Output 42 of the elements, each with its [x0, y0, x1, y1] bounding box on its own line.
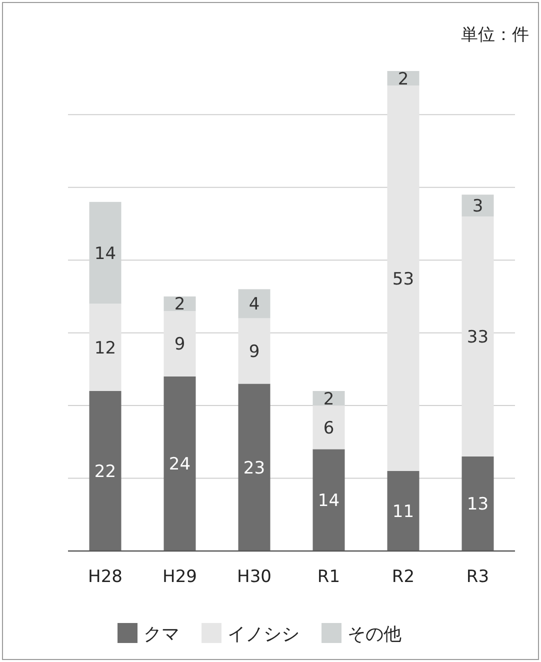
data-label: 53 — [392, 269, 414, 290]
data-label: 12 — [94, 338, 116, 358]
x-tick-label: R1 — [317, 567, 340, 587]
x-tick-label: H29 — [162, 567, 197, 587]
data-label: 3 — [472, 196, 484, 217]
bar — [238, 318, 270, 384]
bar — [387, 471, 420, 551]
bar — [462, 216, 494, 456]
bar — [387, 86, 420, 471]
data-label: 6 — [323, 418, 334, 438]
data-label: 9 — [174, 334, 186, 355]
data-label: 2 — [174, 294, 186, 315]
bar — [164, 311, 196, 376]
data-label: 11 — [392, 502, 414, 522]
bar — [238, 384, 270, 551]
data-label: 14 — [318, 491, 340, 512]
data-label: 24 — [168, 454, 191, 475]
bar — [312, 406, 345, 450]
data-label: 33 — [466, 327, 489, 348]
x-tick-label: R3 — [466, 567, 490, 587]
data-label: 14 — [94, 244, 116, 264]
legend-label: イノシシ — [228, 624, 300, 645]
data-label: 23 — [243, 458, 266, 478]
bar — [462, 194, 494, 216]
x-tick-label: H30 — [237, 567, 272, 587]
x-tick-label: H28 — [88, 567, 122, 587]
x-tick-label: R2 — [392, 567, 415, 587]
text: 単位：件 — [461, 25, 529, 45]
bar — [238, 289, 270, 318]
data-label: 9 — [248, 342, 260, 362]
data-label: 2 — [398, 69, 409, 90]
data-label: 13 — [466, 494, 489, 515]
bar — [89, 304, 122, 391]
legend-label: クマ — [144, 624, 180, 645]
data-label: 22 — [94, 462, 116, 482]
bar — [462, 456, 494, 551]
data-label: 2 — [323, 389, 334, 410]
bar — [89, 391, 122, 551]
data-label: 4 — [248, 294, 260, 315]
bar — [164, 376, 196, 551]
legend-label: その他 — [348, 624, 402, 645]
bar — [312, 449, 345, 551]
